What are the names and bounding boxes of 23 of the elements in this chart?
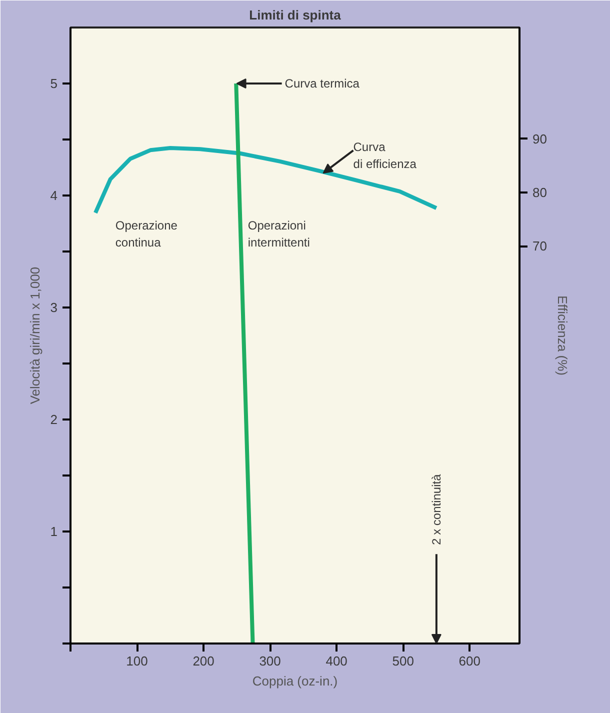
y2-tick-label: 80 bbox=[532, 184, 547, 200]
x-tick-label: 200 bbox=[192, 654, 214, 668]
y-tick-label: 4 bbox=[50, 188, 58, 203]
x-tick-label: 400 bbox=[326, 654, 348, 668]
y-tick-label: 1 bbox=[50, 524, 58, 539]
annotation: 2 x continuità bbox=[429, 474, 444, 545]
x-tick-label: 300 bbox=[259, 654, 281, 668]
y-tick-label: 5 bbox=[50, 76, 58, 91]
x-tick-label: 600 bbox=[458, 654, 480, 668]
chart-title: Limiti di spinta bbox=[249, 8, 342, 22]
annotation: Operazioni intermittenti bbox=[248, 218, 310, 250]
x-axis-title: Coppia (oz-in.) bbox=[252, 674, 338, 688]
y2-axis-title: Efficienza (%) bbox=[554, 296, 570, 376]
x-tick-label: 100 bbox=[126, 654, 148, 668]
annotation: Operazione continua bbox=[115, 218, 178, 250]
y-tick-label: 2 bbox=[50, 412, 58, 427]
y-tick-label: 3 bbox=[50, 300, 58, 315]
y2-tick-label: 90 bbox=[532, 131, 547, 146]
annotation: Curva di efficienza bbox=[353, 140, 417, 171]
y2-tick-label: 70 bbox=[532, 238, 547, 254]
y-axis-title: Velocità giri/min x 1,000 bbox=[27, 266, 42, 404]
x-tick-label: 500 bbox=[392, 654, 414, 668]
annotation: Curva termica bbox=[284, 76, 360, 90]
